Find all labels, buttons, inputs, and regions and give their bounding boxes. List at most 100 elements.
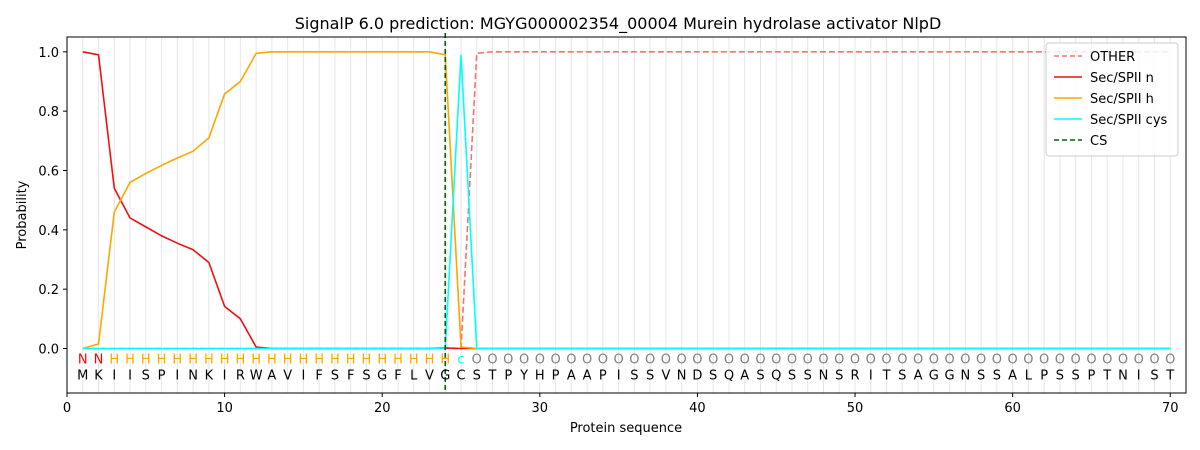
residue-label: I	[175, 369, 179, 384]
region-label: O	[740, 352, 750, 367]
residue-label: Q	[771, 369, 781, 384]
residue-label: G	[945, 369, 955, 384]
residue-label: L	[410, 369, 418, 384]
region-label: O	[724, 352, 734, 367]
residue-label: T	[1102, 369, 1111, 384]
residue-label: W	[250, 369, 263, 384]
residue-label: P	[158, 369, 166, 384]
region-label: H	[220, 352, 230, 367]
region-label: H	[425, 352, 435, 367]
residue-label: F	[315, 369, 322, 384]
residue-label: L	[1025, 369, 1033, 384]
region-label: O	[582, 352, 592, 367]
region-label: O	[850, 352, 860, 367]
region-label: O	[535, 352, 545, 367]
y-tick-label: 0.6	[38, 165, 59, 180]
x-tick-label: 10	[216, 401, 233, 416]
region-label: O	[629, 352, 639, 367]
residue-label: K	[205, 369, 214, 384]
region-label: O	[503, 352, 513, 367]
residue-label: P	[552, 369, 560, 384]
residue-label: N	[677, 369, 687, 384]
residue-label: D	[692, 369, 702, 384]
residue-label: I	[128, 369, 132, 384]
region-label: H	[330, 352, 340, 367]
region-label: O	[1023, 352, 1033, 367]
series-line-3	[82, 54, 1171, 350]
residue-label: F	[394, 369, 401, 384]
region-label: H	[283, 352, 293, 367]
region-label: O	[818, 352, 828, 367]
region-label: H	[377, 352, 387, 367]
residue-label: S	[977, 369, 985, 384]
region-label: O	[519, 352, 529, 367]
plot-frame	[66, 36, 1187, 394]
residue-label: P	[599, 369, 607, 384]
region-label: O	[929, 352, 939, 367]
residue-label: F	[347, 369, 354, 384]
region-label: O	[834, 352, 844, 367]
region-label: O	[1008, 352, 1018, 367]
region-label: H	[267, 352, 277, 367]
region-label: H	[109, 352, 119, 367]
residue-label: S	[630, 369, 638, 384]
series-line-2	[82, 51, 1171, 350]
residue-label: S	[756, 369, 764, 384]
legend-label: CS	[1090, 134, 1107, 149]
residue-label: S	[473, 369, 481, 384]
residue-label: S	[804, 369, 812, 384]
region-label: O	[661, 352, 671, 367]
residue-label: A	[914, 369, 923, 384]
residue-label: N	[1118, 369, 1128, 384]
residue-label: S	[709, 369, 717, 384]
region-label: O	[692, 352, 702, 367]
residue-label: A	[583, 369, 592, 384]
residue-label: R	[236, 369, 245, 384]
region-label: O	[866, 352, 876, 367]
series-line-1	[82, 51, 1171, 350]
region-label: O	[566, 352, 576, 367]
region-label: H	[188, 352, 198, 367]
residue-label: V	[661, 369, 670, 384]
residue-label: A	[1008, 369, 1017, 384]
region-label: O	[708, 352, 718, 367]
region-label: H	[440, 352, 450, 367]
region-label: H	[362, 352, 372, 367]
region-label: O	[897, 352, 907, 367]
region-label: H	[393, 352, 403, 367]
y-axis-label: Probability	[15, 180, 30, 249]
residue-label: C	[456, 369, 465, 384]
residue-label: I	[223, 369, 227, 384]
legend-label: Sec/SPII cys	[1090, 113, 1168, 128]
residue-label: S	[835, 369, 843, 384]
x-tick-label: 20	[374, 401, 391, 416]
residue-label: S	[1150, 369, 1158, 384]
region-label: O	[944, 352, 954, 367]
region-label: H	[204, 352, 214, 367]
residue-label: S	[1056, 369, 1064, 384]
region-label: O	[1039, 352, 1049, 367]
residue-label: N	[188, 369, 198, 384]
x-tick-label: 0	[63, 401, 71, 416]
residue-label: T	[882, 369, 891, 384]
residue-label: P	[1040, 369, 1048, 384]
residue-label: V	[425, 369, 434, 384]
region-label: O	[550, 352, 560, 367]
residue-label: I	[112, 369, 116, 384]
region-label: H	[125, 352, 135, 367]
residue-label: T	[488, 369, 497, 384]
region-label: O	[487, 352, 497, 367]
region-label: N	[78, 352, 88, 367]
region-label: O	[1086, 352, 1096, 367]
residue-label: A	[567, 369, 576, 384]
residue-label: S	[362, 369, 370, 384]
region-label: O	[645, 352, 655, 367]
residue-label: I	[869, 369, 873, 384]
residue-label: T	[1165, 369, 1174, 384]
y-tick-label: 1.0	[38, 46, 59, 61]
x-tick-label: 50	[847, 401, 864, 416]
y-axis: 0.0 0.2 0.4 0.6 0.8 1.0	[38, 46, 67, 358]
legend-label: Sec/SPII h	[1090, 92, 1154, 107]
x-tick-label: 30	[532, 401, 549, 416]
